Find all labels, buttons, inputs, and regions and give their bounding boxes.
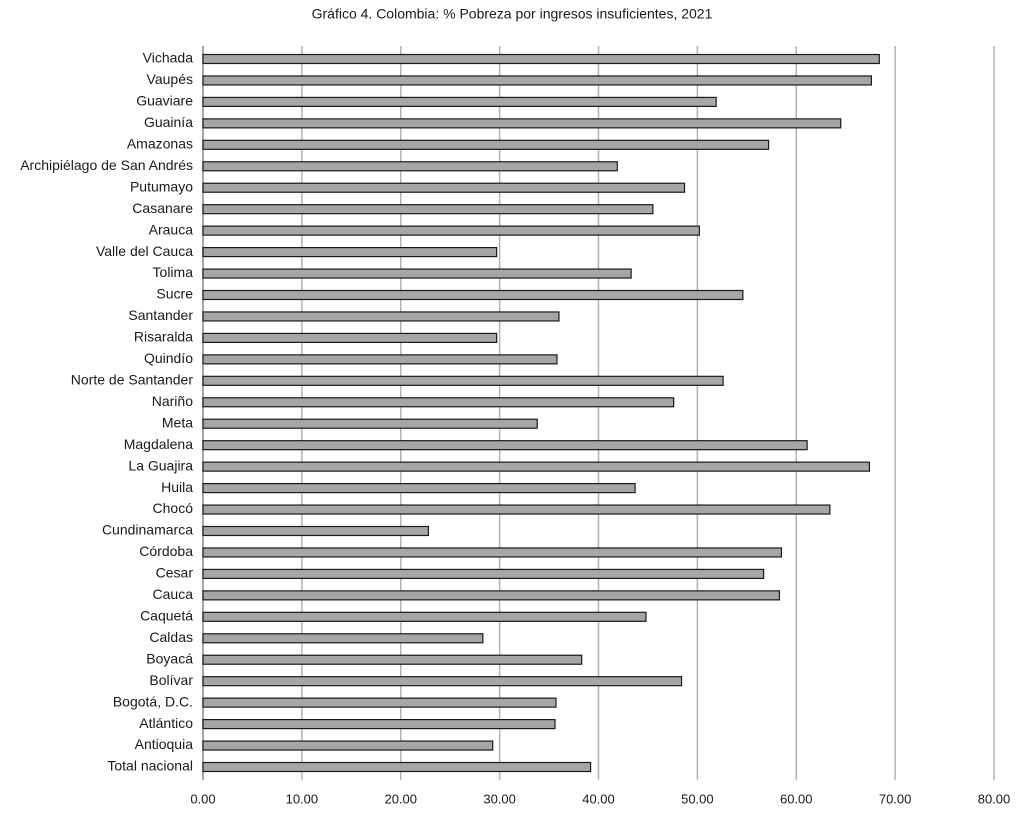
y-tick-label: Guainía (144, 114, 193, 130)
bar (202, 204, 654, 215)
y-tick-label: Vaupés (147, 71, 193, 87)
y-tick-label: Santander (128, 307, 193, 323)
y-tick-label: Bolívar (149, 672, 193, 688)
y-tick-label: Arauca (149, 221, 194, 237)
bar (202, 75, 872, 86)
y-tick-label: Cundinamarca (102, 522, 193, 538)
chart-title: Gráfico 4. Colombia: % Pobreza por ingre… (312, 6, 713, 22)
bar (202, 354, 558, 365)
x-tick-label: 60.00 (780, 791, 813, 806)
bar (202, 332, 498, 344)
bar (202, 246, 498, 258)
bar (202, 568, 765, 580)
y-tick-label: Caldas (149, 629, 193, 645)
y-tick-label: Tolima (153, 264, 194, 280)
y-tick-label: Boyacá (146, 650, 193, 666)
bar (202, 525, 430, 537)
bar (202, 139, 770, 150)
bar (202, 761, 592, 773)
bar (202, 590, 781, 601)
bar (202, 289, 744, 301)
x-tick-label: 80.00 (978, 791, 1011, 806)
x-tick-label: 50.00 (681, 791, 714, 806)
y-tick-label: Risaralda (134, 329, 193, 345)
x-tick-label: 40.00 (582, 791, 615, 806)
y-tick-label: Meta (162, 414, 193, 430)
x-tick-label: 0.00 (190, 791, 215, 806)
y-tick-label: Caquetá (140, 608, 193, 624)
x-tick-label: 10.00 (286, 791, 319, 806)
bar (202, 311, 560, 322)
y-tick-label: Magdalena (124, 436, 193, 452)
y-tick-label: Córdoba (139, 543, 193, 559)
bar (202, 461, 871, 472)
bar (202, 547, 783, 558)
bar (202, 161, 618, 172)
y-tick-label: Vichada (143, 50, 194, 66)
bar (202, 268, 632, 279)
y-tick-label: Guaviare (136, 93, 193, 109)
y-tick-label: Valle del Cauca (96, 243, 193, 259)
bar (202, 697, 557, 708)
bar (202, 654, 583, 665)
bar (202, 418, 538, 429)
y-tick-label: Archipiélago de San Andrés (20, 157, 193, 173)
y-tick-label: Nariño (152, 393, 193, 409)
y-tick-label: Huila (161, 479, 193, 495)
y-tick-label: Cesar (156, 565, 194, 581)
x-tick-label: 70.00 (879, 791, 912, 806)
bar (202, 118, 842, 129)
bar (202, 740, 494, 751)
bar (202, 440, 808, 451)
bar (202, 397, 675, 408)
y-tick-label: Amazonas (127, 136, 193, 152)
bar (202, 96, 717, 108)
bar (202, 611, 647, 622)
y-tick-label: Quindío (144, 350, 193, 366)
bar (202, 482, 636, 494)
y-tick-label: La Guajira (128, 457, 193, 473)
y-tick-label: Sucre (156, 286, 193, 302)
bar (202, 375, 724, 386)
y-tick-label: Norte de Santander (71, 372, 194, 388)
bar (202, 182, 686, 193)
y-tick-label: Casanare (132, 200, 193, 216)
y-tick-label: Chocó (153, 500, 194, 516)
bar (202, 504, 831, 515)
y-tick-label: Cauca (153, 586, 194, 602)
y-tick-label: Bogotá, D.C. (113, 693, 193, 709)
y-tick-label: Total nacional (107, 758, 193, 774)
bar (202, 53, 880, 65)
y-tick-label: Putumayo (130, 178, 193, 194)
y-tick-label: Antioquia (135, 736, 194, 752)
bar (202, 633, 484, 644)
y-tick-label: Atlántico (139, 715, 193, 731)
bar (202, 225, 700, 236)
bar (202, 676, 683, 687)
x-tick-label: 20.00 (384, 791, 417, 806)
bar (202, 718, 556, 730)
x-tick-label: 30.00 (483, 791, 516, 806)
